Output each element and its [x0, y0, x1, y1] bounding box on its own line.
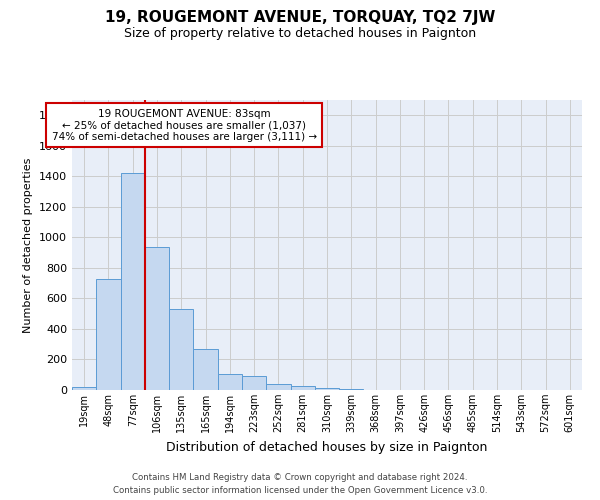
Bar — [96, 278, 121, 390]
Bar — [169, 309, 193, 390]
Bar — [145, 246, 169, 390]
Text: Contains public sector information licensed under the Open Government Licence v3: Contains public sector information licen… — [113, 486, 487, 495]
Bar — [266, 384, 290, 390]
Bar — [290, 386, 315, 390]
X-axis label: Distribution of detached houses by size in Paignton: Distribution of detached houses by size … — [166, 440, 488, 454]
Y-axis label: Number of detached properties: Number of detached properties — [23, 158, 34, 332]
Bar — [193, 349, 218, 390]
Text: 19, ROUGEMONT AVENUE, TORQUAY, TQ2 7JW: 19, ROUGEMONT AVENUE, TORQUAY, TQ2 7JW — [105, 10, 495, 25]
Bar — [339, 389, 364, 390]
Bar — [72, 387, 96, 390]
Text: Contains HM Land Registry data © Crown copyright and database right 2024.: Contains HM Land Registry data © Crown c… — [132, 472, 468, 482]
Bar — [121, 174, 145, 390]
Bar — [315, 388, 339, 390]
Text: Size of property relative to detached houses in Paignton: Size of property relative to detached ho… — [124, 28, 476, 40]
Bar — [218, 374, 242, 390]
Text: 19 ROUGEMONT AVENUE: 83sqm
← 25% of detached houses are smaller (1,037)
74% of s: 19 ROUGEMONT AVENUE: 83sqm ← 25% of deta… — [52, 108, 317, 142]
Bar — [242, 376, 266, 390]
